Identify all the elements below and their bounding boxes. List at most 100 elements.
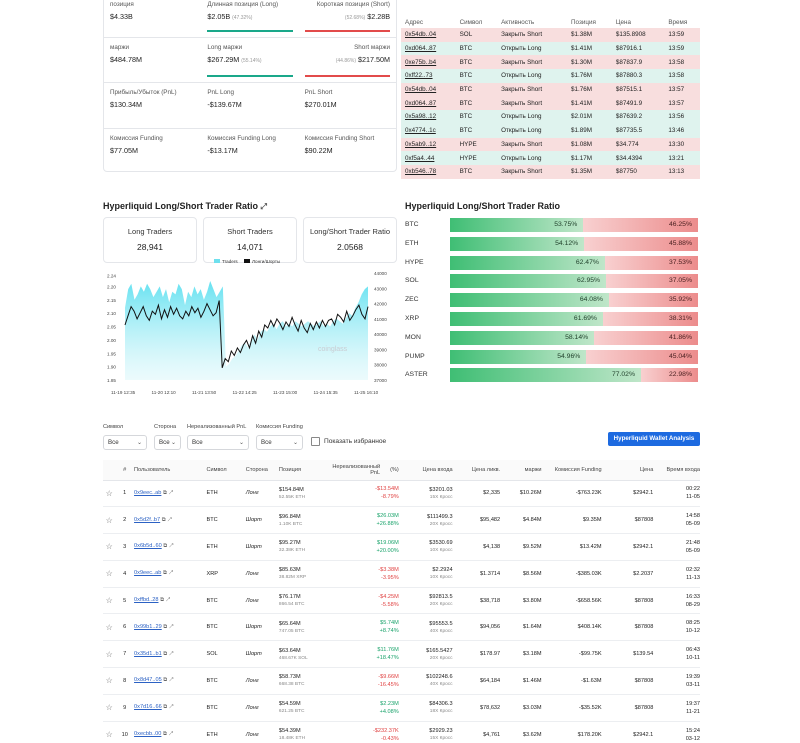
position-row[interactable]: ☆ 2 0x5d2f..b7 ⧉ ↗ BTC Шорт $96.84M 1.10K BTC $… [103,506,700,535]
short-pct: 22.98% [668,371,692,379]
col-liq[interactable]: Цена ликв. [452,460,501,481]
position-row[interactable]: ☆ 9 0x7d16..66 ⧉ ↗ BTC Лонг $54.59M 621.25 BTC… [103,694,700,722]
copy-icon[interactable]: ⧉ [163,704,168,711]
user-address[interactable]: 0x99b1..29 [134,623,162,630]
copy-icon[interactable]: ⧉ [160,597,165,604]
filter-funding-select[interactable]: Все ⌄ [256,435,303,450]
filter-side-select[interactable]: Все ⌄ [154,435,181,450]
filter-symbol-select[interactable]: Все ⌄ [103,435,147,450]
whale-address[interactable]: 0x5a98..12 [401,110,456,124]
stats-row-funding: Комиссия Funding $77.05M Комиссия Funding… [104,129,396,171]
col-price[interactable]: Цена [601,460,654,481]
funding: -$35.52K [541,694,602,722]
position-row[interactable]: ☆ 3 0x6b5d..60 ⧉ ↗ ETH Шорт $95.27M 32.38K ETH… [103,533,700,561]
user-address[interactable]: 0x7d16..66 [134,704,162,711]
star-icon[interactable]: ☆ [103,506,116,535]
ratio-bar: 53.75% 46.25% [450,218,698,232]
copy-icon[interactable]: ⧉ [162,731,167,738]
star-icon[interactable]: ☆ [103,640,116,669]
whale-symbol: BTC [455,41,498,56]
star-icon[interactable]: ☆ [103,480,116,508]
position-row[interactable]: ☆ 5 0xffbd..28 ⧉ ↗ BTC Лонг $76.17M 866.54 BTC… [103,587,700,615]
star-icon[interactable]: ☆ [103,667,116,695]
copy-icon[interactable]: ⧉ [162,489,167,496]
copy-icon[interactable]: ⧉ [163,543,168,550]
external-link-icon[interactable]: ↗ [168,489,174,496]
col-symbol[interactable]: Символ [206,460,246,481]
position-row[interactable]: ☆ 8 0x8d47..05 ⧉ ↗ BTC Лонг $58.73M 668.38 BTC… [103,667,700,695]
whale-address[interactable]: 0xf5a4..44 [401,151,456,165]
copy-icon[interactable]: ⧉ [163,677,168,684]
star-icon[interactable]: ☆ [103,613,116,642]
external-link-icon[interactable]: ↗ [168,650,174,657]
star-icon[interactable]: ☆ [103,560,116,588]
col-time: Время [668,18,688,26]
funding: -$763.23K [541,480,602,508]
col-user[interactable]: Пользователь [134,460,207,481]
col-margin[interactable]: маржи [500,460,542,481]
wallet-analysis-button[interactable]: Hyperliquid Wallet Analysis [608,432,700,446]
user-address[interactable]: 0xffbd..28 [134,597,159,604]
whale-address[interactable]: 0xff22..73 [401,69,456,83]
upnl: $26.03M +26.88% [330,506,399,535]
position-row[interactable]: ☆ 10 0xecbb..00 ⧉ ↗ ETH Лонг $54.39M 18.48K ET… [103,721,700,743]
col-upnl-pct[interactable]: (%) [380,460,399,481]
user-address[interactable]: 0x9eec..ab [134,570,162,577]
stat-label: Short маржи [354,44,390,51]
copy-icon[interactable]: ⧉ [163,650,168,657]
filter-pnl-label: Нереализованный PnL [187,424,247,430]
col-entry[interactable]: Цена входа [398,460,453,481]
external-link-icon[interactable]: ↗ [167,516,172,523]
col-entry-time[interactable]: Время входа [653,460,700,481]
position-row[interactable]: ☆ 7 0x35d1..b1 ⧉ ↗ SOL Шорт $63.64M 468.67K SO… [103,640,700,669]
copy-icon[interactable]: ⧉ [162,570,167,577]
filter-pnl-select[interactable]: Все ⌄ [187,435,249,450]
user-address[interactable]: 0xecbb..00 [134,731,162,738]
col-funding[interactable]: Комиссия Funding [541,460,602,481]
user-address[interactable]: 0x9eec..ab [134,489,162,496]
whale-address[interactable]: 0x54db..04 [401,82,456,97]
whale-address[interactable]: 0xb546..78 [401,164,456,179]
external-link-icon[interactable]: ↗ [168,677,174,684]
favorites-checkbox[interactable] [311,437,320,446]
col-upnl[interactable]: Нереализованный PnL [330,460,381,481]
star-icon[interactable]: ☆ [103,533,116,561]
whale-address[interactable]: 0x5ab9..12 [401,137,456,152]
col-side[interactable]: Сторона [245,460,279,481]
y-right-tick: 40000 [374,332,387,337]
whale-address[interactable]: 0xd064..87 [401,41,456,56]
liq-price: $95,482 [452,506,501,535]
user-address[interactable]: 0x35d1..b1 [134,650,162,657]
external-link-icon[interactable]: ↗ [165,597,171,604]
whale-symbol: HYPE [455,151,498,165]
external-link-icon[interactable]: ↗ [168,704,174,711]
position-row[interactable]: ☆ 6 0x99b1..29 ⧉ ↗ BTC Шорт $65.64M 747.05 BTC… [103,613,700,642]
col-position[interactable]: Позиция [278,460,331,481]
user-address[interactable]: 0x6b5d..60 [134,543,162,550]
expand-icon[interactable]: ⤢ [260,202,267,211]
position-row[interactable]: ☆ 4 0x9eec..ab ⧉ ↗ XRP Лонг $85.63M 38.82M XRP… [103,560,700,588]
position-row[interactable]: ☆ 1 0x9eec..ab ⧉ ↗ ETH Лонг $154.84M 52.55K ET… [103,480,700,508]
star-icon[interactable]: ☆ [103,587,116,615]
copy-icon[interactable]: ⧉ [161,516,166,523]
rank: 5 [115,587,135,615]
external-link-icon[interactable]: ↗ [168,543,174,550]
whale-address[interactable]: 0xe75b..b4 [401,55,456,70]
long-bar: 77.02% [450,368,641,383]
external-link-icon[interactable]: ↗ [168,731,174,738]
long-bar: 53.75% [450,218,584,232]
star-icon[interactable]: ☆ [103,721,116,743]
col-position: Позиция [571,18,596,26]
copy-icon[interactable]: ⧉ [163,623,168,630]
whale-address[interactable]: 0xd064..87 [401,96,456,111]
whale-activity: Закрыть Short [497,137,568,152]
star-icon[interactable]: ☆ [103,694,116,722]
external-link-icon[interactable]: ↗ [168,570,174,577]
user-address[interactable]: 0x8d47..05 [134,677,162,684]
card-label: Long Traders [127,227,173,236]
entry-price: $2929.23 15X Кросс [398,721,453,743]
whale-address[interactable]: 0x4774..1c [401,123,456,138]
whale-address[interactable]: 0x54db..04 [401,28,456,42]
user-address[interactable]: 0x5d2f..b7 [134,516,161,523]
external-link-icon[interactable]: ↗ [168,623,174,630]
